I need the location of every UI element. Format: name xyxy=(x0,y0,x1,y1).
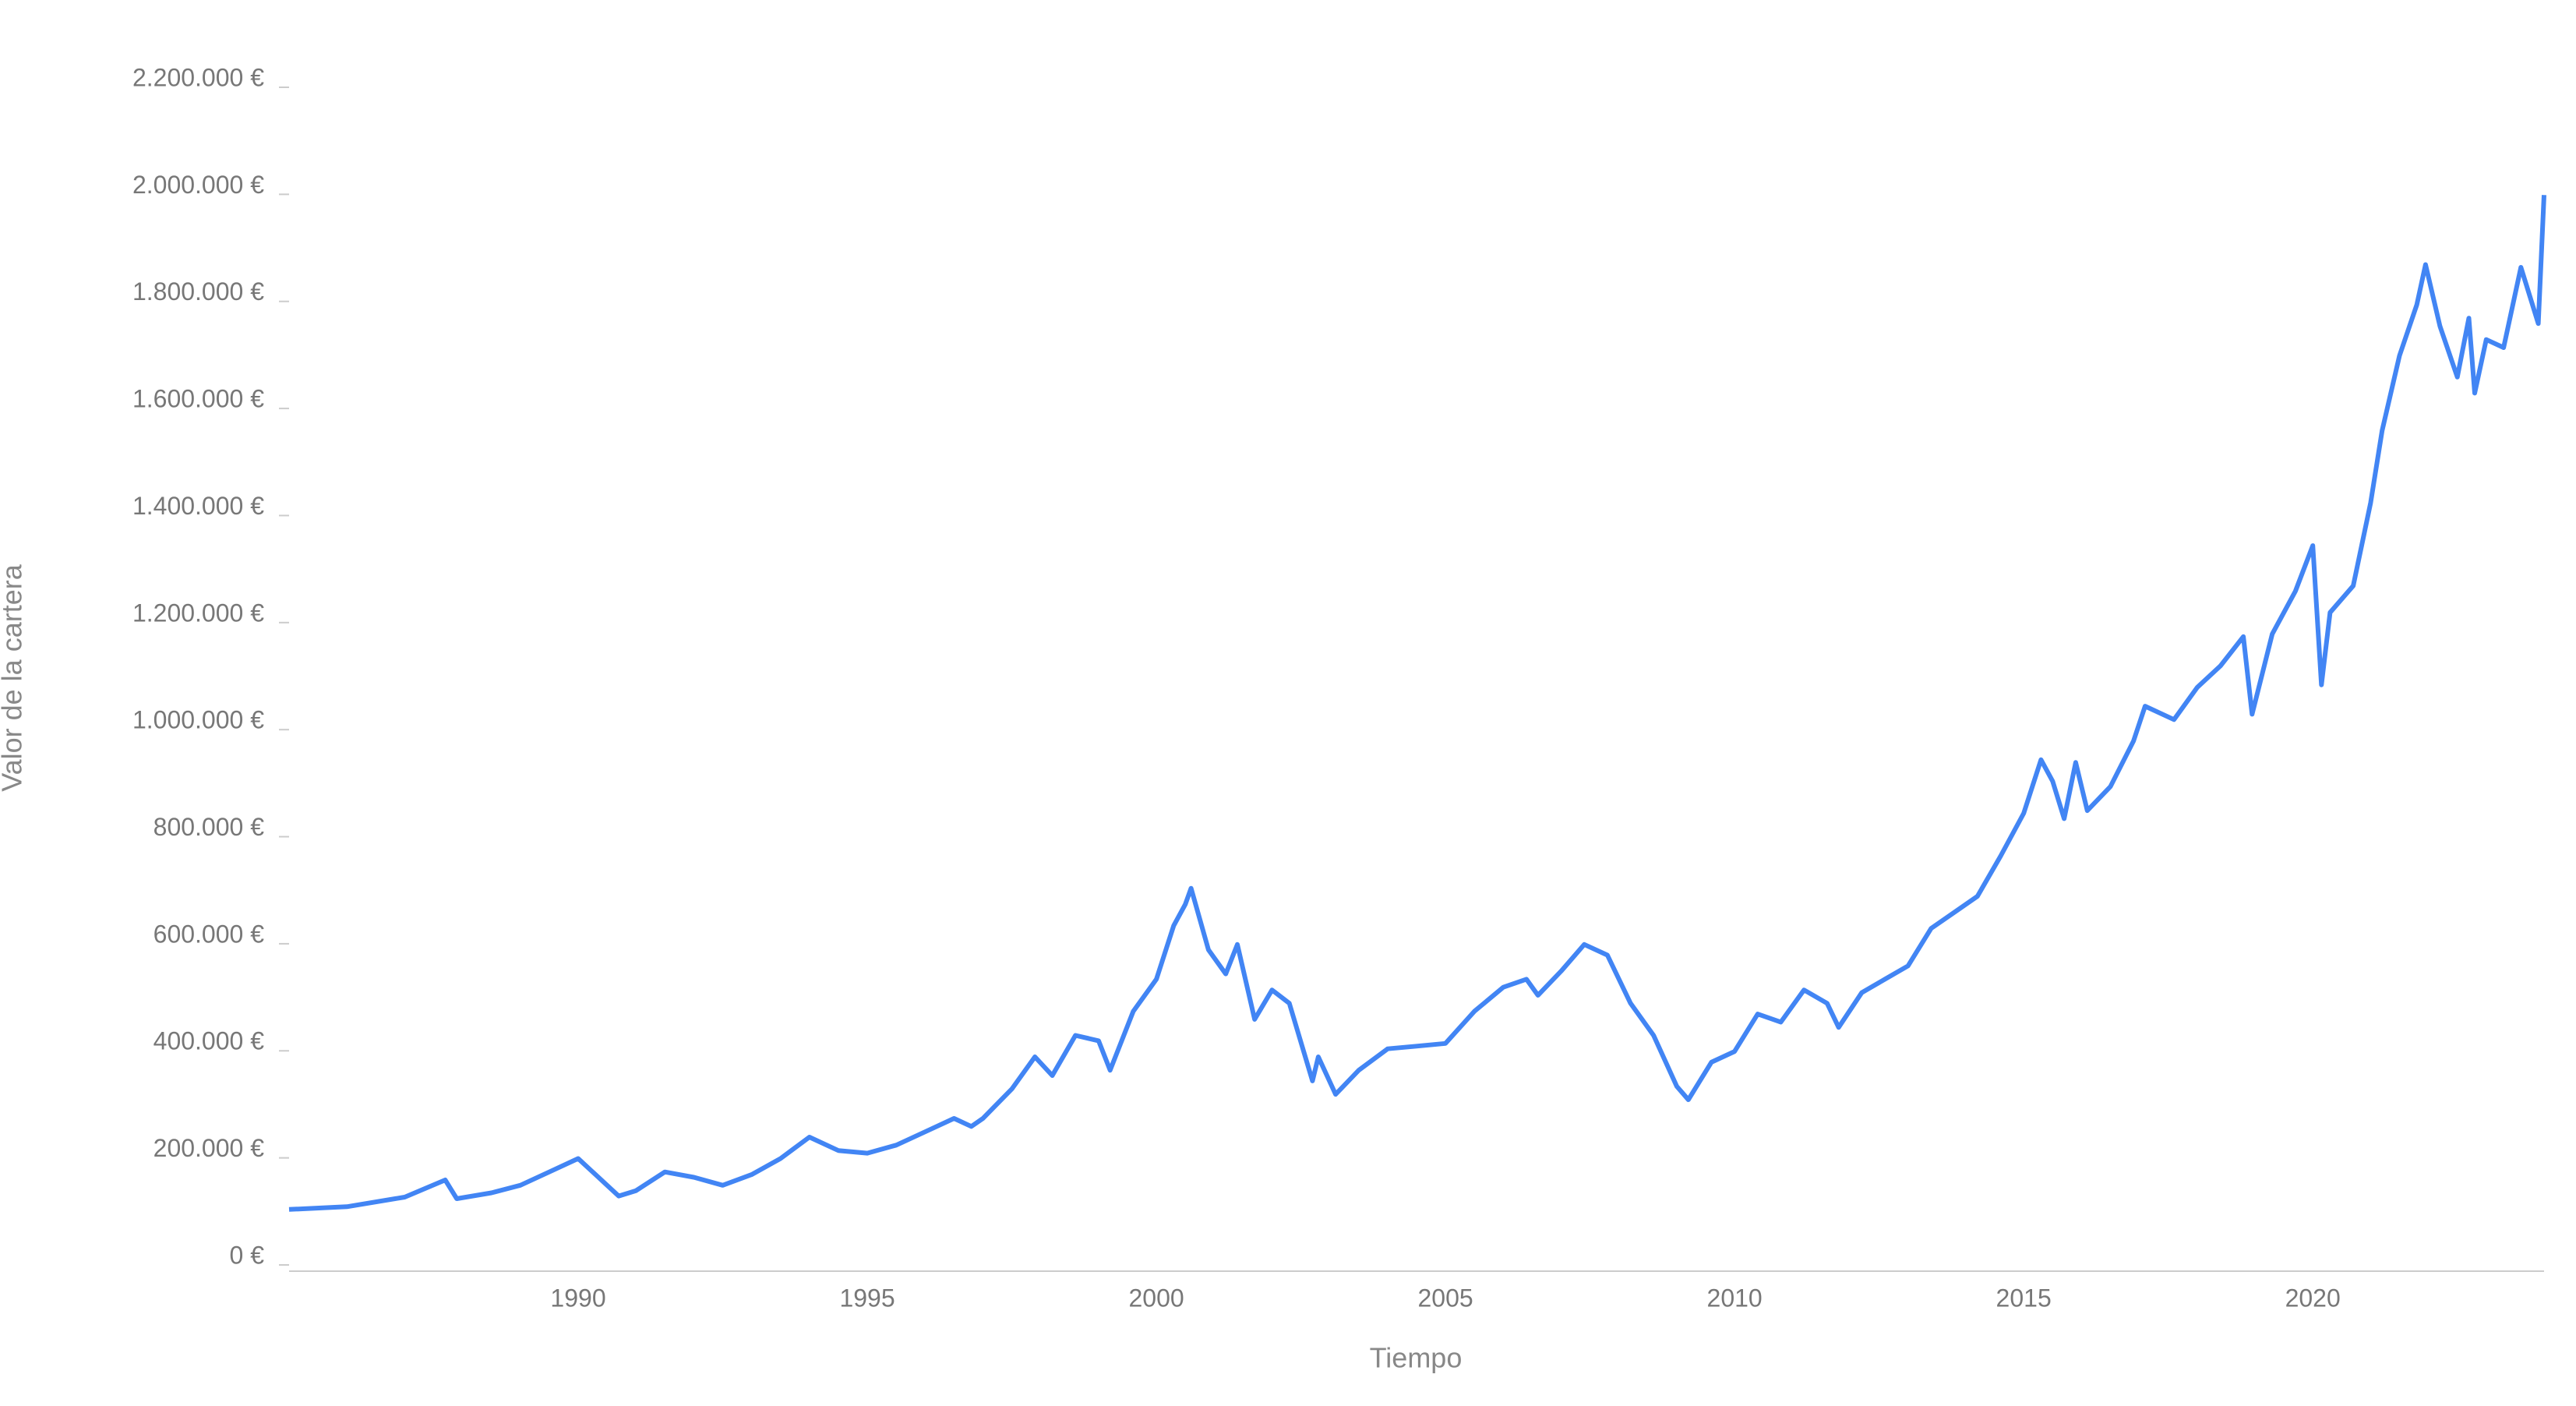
x-tick-label: 2020 xyxy=(2285,1284,2341,1312)
y-tick-label: 1.400.000 € xyxy=(132,492,264,520)
y-tick-label: 1.200.000 € xyxy=(132,599,264,627)
y-tick-label: 1.800.000 € xyxy=(132,277,264,306)
x-tick-label: 2000 xyxy=(1128,1284,1184,1312)
x-axis-title: Tiempo xyxy=(1370,1342,1463,1374)
y-tick-label: 2.200.000 € xyxy=(132,63,264,91)
y-tick-label: 800.000 € xyxy=(154,813,265,841)
y-tick-label: 0 € xyxy=(230,1241,265,1269)
y-tick-label: 600.000 € xyxy=(154,920,265,948)
y-tick-label: 400.000 € xyxy=(154,1027,265,1055)
x-tick-label: 2005 xyxy=(1418,1284,1473,1312)
y-tick-label: 2.000.000 € xyxy=(132,171,264,199)
x-tick-label: 1995 xyxy=(839,1284,895,1312)
y-tick-label: 1.000.000 € xyxy=(132,706,264,734)
x-tick-label: 2015 xyxy=(1996,1284,2052,1312)
line-series xyxy=(288,195,2546,1212)
x-tick-label: 2010 xyxy=(1707,1284,1763,1312)
x-tick-label: 1990 xyxy=(550,1284,605,1312)
y-tick-label: 1.600.000 € xyxy=(132,385,264,413)
y-axis-title: Valor de la cartera xyxy=(0,563,28,791)
y-tick-label: 200.000 € xyxy=(154,1134,265,1162)
